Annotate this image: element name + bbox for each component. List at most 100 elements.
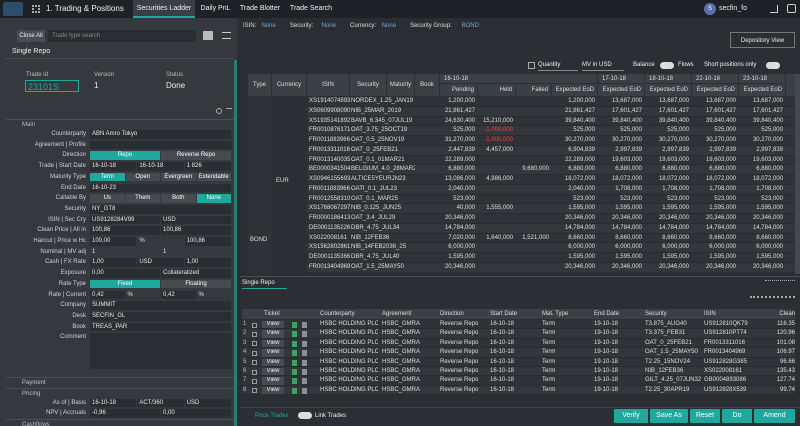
filter-label[interactable]: Currency: [350, 23, 377, 29]
column-header[interactable]: Expected EoD [739, 84, 786, 96]
view-button[interactable]: View [262, 377, 284, 385]
security-cell[interactable]: OAT_0.1_MAR25 [351, 195, 398, 202]
column-header[interactable]: Expected EoD [645, 84, 692, 96]
isin-cell[interactable]: DE0001135226 [309, 224, 351, 231]
security-cell[interactable]: OAT_0_25FEB21 [351, 146, 398, 153]
input-field[interactable]: ACT/360 [137, 399, 184, 407]
date-header[interactable]: 17-10-18 [598, 74, 645, 84]
security-cell[interactable]: DBR_4.75_JUL40 [351, 254, 400, 260]
column-header[interactable]: Security [645, 311, 667, 317]
column-header[interactable]: Failed [516, 84, 552, 96]
toggle-button[interactable]: Floating [161, 279, 231, 289]
section-main[interactable]: Main [6, 119, 234, 129]
view-button[interactable]: View [262, 358, 284, 366]
input-field[interactable]: USD [161, 215, 231, 225]
row-checkbox[interactable] [252, 341, 257, 347]
refresh-icon[interactable] [216, 108, 222, 114]
input-field[interactable]: NY_GT8 [90, 204, 231, 214]
column-header[interactable]: Counterparty [320, 311, 355, 317]
date-header[interactable]: 16-10-18 [440, 74, 598, 84]
filter-label[interactable]: ISIN: [243, 23, 257, 29]
section-header[interactable]: Pricing [6, 388, 234, 398]
view-button[interactable]: View [262, 330, 284, 338]
toggle-button[interactable]: Evergreen [161, 172, 196, 182]
input-field[interactable]: 1,00 [90, 258, 137, 268]
input-field[interactable] [90, 140, 232, 150]
row-checkbox[interactable] [252, 350, 257, 356]
isin-cell[interactable]: BE0000341504 [309, 166, 351, 173]
input-field[interactable]: 0,00 [161, 409, 231, 417]
input-field[interactable]: 100,00 [90, 237, 137, 246]
filter-label[interactable]: Security Group: [410, 23, 452, 29]
view-button[interactable]: View [262, 349, 284, 357]
isin-cell[interactable]: FR0013311016 [309, 146, 350, 153]
currency-label[interactable]: EUR [276, 178, 289, 184]
security-cell[interactable]: BAVB_6.345_07JUL19 [351, 117, 413, 124]
view-button[interactable]: View [262, 321, 284, 329]
security-cell[interactable]: OATI_0.1_JUL23 [351, 185, 397, 192]
toggle-button[interactable]: Them [125, 194, 160, 203]
tab[interactable]: Daily PnL [200, 5, 231, 12]
input-field[interactable]: 100,86 [90, 226, 160, 235]
tab[interactable]: Trade Search [289, 5, 333, 12]
close-all-button[interactable]: Close All [17, 30, 45, 42]
row-checkbox[interactable] [252, 322, 257, 328]
column-header[interactable]: End Date [594, 311, 620, 317]
filter-label[interactable]: Security: [289, 23, 314, 29]
input-field[interactable]: 100,86 [184, 237, 231, 246]
toggle-button[interactable]: Reverse Repo [161, 151, 231, 161]
row-checkbox[interactable] [252, 360, 257, 366]
action-button[interactable]: Save As [650, 409, 688, 423]
view-button[interactable]: View [262, 339, 284, 348]
input-field[interactable]: 100,86 [161, 226, 231, 235]
calendar-icon[interactable] [528, 62, 535, 69]
input-field[interactable]: % [198, 291, 204, 298]
input-field[interactable]: ABN Amro Tokyo [90, 130, 231, 139]
input-field[interactable]: % [139, 238, 145, 244]
input-field[interactable]: Collateralized [161, 269, 231, 278]
input-field[interactable]: 1 [163, 248, 167, 255]
column-header[interactable]: ISIN [307, 74, 350, 96]
toggle-button[interactable]: Us [90, 194, 125, 203]
security-cell[interactable]: OAT_0.5_25NOV19 [351, 137, 405, 143]
view-button[interactable]: View [262, 386, 284, 395]
trade-type-search[interactable]: Trade type search [48, 30, 196, 42]
security-cell[interactable]: OAT_3.4_JUL29 [351, 215, 396, 221]
input-field[interactable]: 0,42 [90, 290, 125, 300]
menu-icon[interactable] [222, 32, 231, 39]
toggle[interactable] [298, 412, 312, 419]
input-field[interactable]: % [127, 291, 133, 298]
security-cell[interactable]: NIB_0.125_JUN25 [351, 205, 402, 212]
toggle[interactable] [660, 62, 674, 69]
column-header[interactable]: Maturity [387, 74, 415, 96]
isin-cell[interactable]: XS1935141892 [309, 117, 351, 124]
avatar[interactable]: S [704, 3, 716, 15]
input-field[interactable]: 0,00 [90, 269, 160, 278]
toggle-button[interactable]: None [196, 194, 231, 203]
date-header[interactable]: 18-10-18 [645, 74, 692, 84]
action-button[interactable]: Verify [614, 409, 648, 423]
input-field[interactable]: 0,42 [161, 290, 196, 300]
security-cell[interactable]: OAT_1.5_25MAY50 [351, 263, 404, 270]
isin-cell[interactable]: FR0011883966 [309, 137, 350, 143]
chat-icon[interactable] [203, 31, 213, 40]
tab[interactable]: Securities Ladder [133, 0, 195, 18]
close-icon[interactable] [787, 4, 796, 13]
input-field[interactable]: 1 [92, 248, 96, 255]
filter-value[interactable]: None [321, 23, 336, 29]
security-cell[interactable]: NIB_25MAR_2019 [351, 107, 402, 114]
date-header[interactable]: 22-10-18 [692, 74, 739, 84]
input-field[interactable]: US9128284V99 [90, 215, 160, 225]
filter-value[interactable]: BOND [461, 23, 479, 29]
view-button[interactable]: View [262, 368, 284, 376]
user-name[interactable]: secfin_fo [719, 5, 748, 12]
input-field[interactable]: USD [137, 258, 184, 268]
security-cell[interactable]: OAT_0.1_01MAR21 [351, 156, 405, 163]
isin-cell[interactable]: FR0013404969 [309, 263, 351, 270]
trades-tab[interactable]: Single Repo [242, 278, 287, 289]
filter-value[interactable]: None [381, 23, 397, 29]
section-header[interactable]: Cashflows [6, 419, 234, 426]
column-header[interactable]: Clean [779, 311, 795, 317]
edit-icon[interactable] [770, 5, 778, 13]
action-button[interactable]: Amend [754, 409, 795, 423]
